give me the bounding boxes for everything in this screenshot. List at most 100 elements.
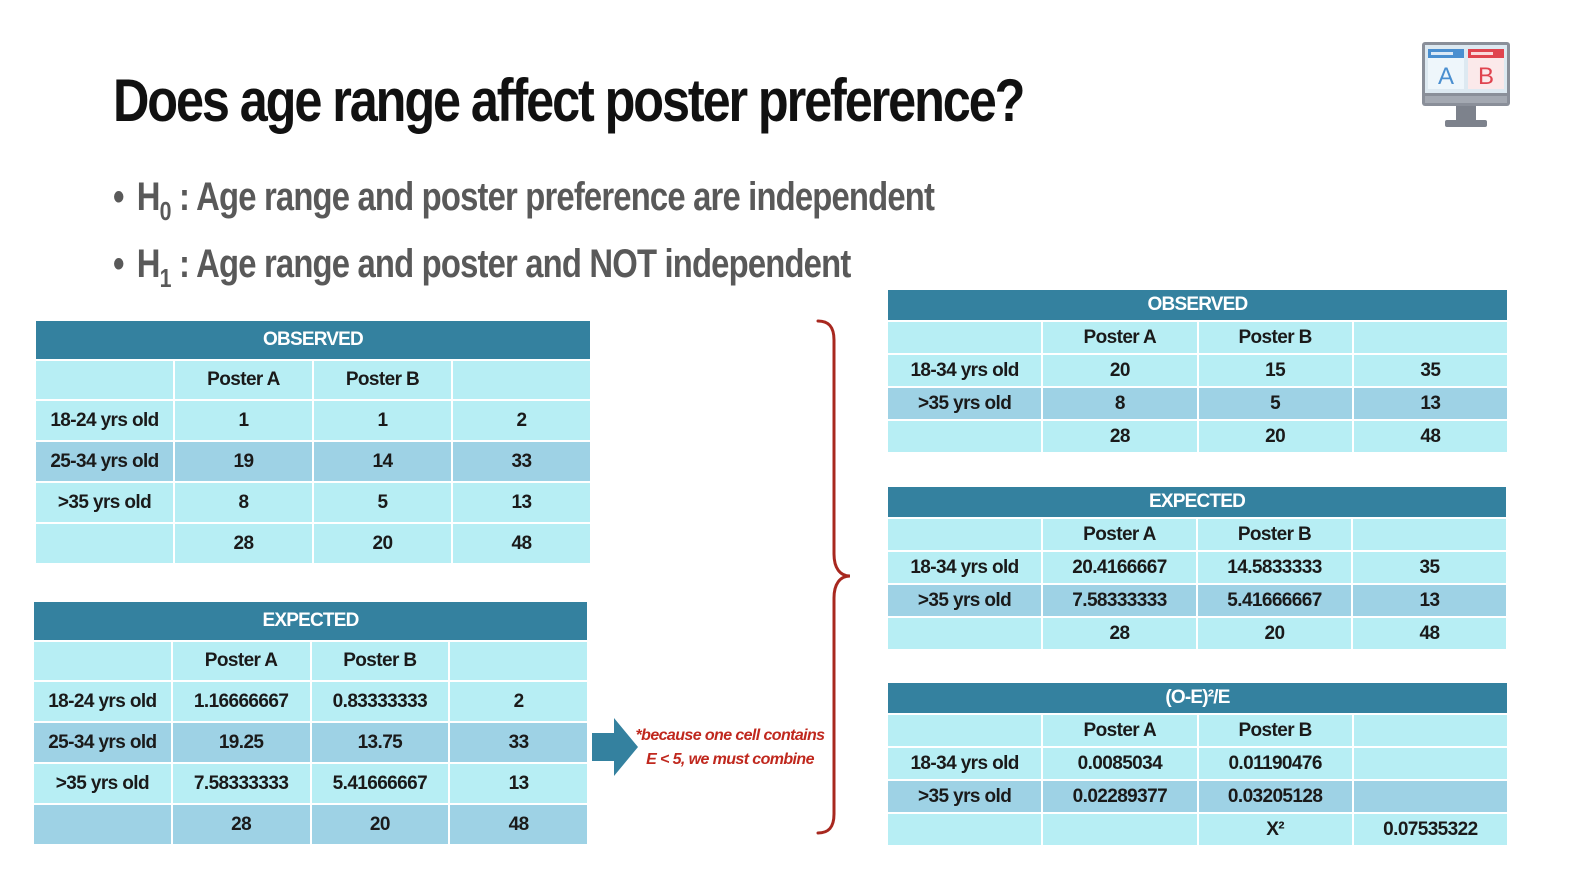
table-cell xyxy=(1351,517,1508,552)
table-cell xyxy=(1041,812,1199,847)
table-cell xyxy=(451,359,592,401)
bullet-dot: • xyxy=(113,175,124,219)
right-observed-table: OBSERVED Poster A Poster B 18-34 yrs old… xyxy=(885,288,1510,454)
table-header: Poster B xyxy=(309,640,451,682)
chi-square-label: X² xyxy=(1196,812,1354,847)
table-row: 28 20 48 xyxy=(886,616,1508,651)
combine-note: *because one cell contains E < 5, we mus… xyxy=(635,727,826,768)
page-title: Does age range affect poster preference? xyxy=(113,67,1025,134)
table-header: Poster A xyxy=(1041,320,1199,355)
table-header: Poster A xyxy=(1041,713,1199,748)
table-row: X² 0.07535322 xyxy=(885,812,1510,847)
table-title: EXPECTED xyxy=(886,485,1508,519)
table-cell: 7.58333333 xyxy=(1041,583,1198,618)
table-row: 28 20 48 xyxy=(34,522,592,565)
table-cell: >35 yrs old xyxy=(32,762,173,805)
table-cell: 5 xyxy=(1196,386,1354,421)
logo-label-b: B xyxy=(1478,63,1494,90)
table-cell: 1.16666667 xyxy=(170,680,312,723)
table-cell: 7.58333333 xyxy=(170,762,312,805)
table-title: OBSERVED xyxy=(886,288,1509,322)
table-row: 25-34 yrs old 19.25 13.75 33 xyxy=(32,721,589,764)
table-cell: 18-34 yrs old xyxy=(885,353,1044,388)
hypothesis-h1: • H1 : Age range and poster and NOT indep… xyxy=(113,242,851,293)
table-cell: 0.02289377 xyxy=(1041,779,1199,814)
hypothesis-h0: • H0 : Age range and poster preference ar… xyxy=(113,175,935,226)
table-row: 28 20 48 xyxy=(885,419,1510,454)
table-header: Poster A xyxy=(173,359,314,401)
table-row: >35 yrs old 7.58333333 5.41666667 13 xyxy=(32,762,589,805)
table-cell: 14 xyxy=(312,440,453,483)
table-cell xyxy=(885,419,1044,454)
table-title: (O-E)²/E xyxy=(886,681,1509,715)
table-cell: >35 yrs old xyxy=(885,779,1044,814)
table-cell: 48 xyxy=(448,803,589,846)
table-cell xyxy=(1351,746,1510,781)
table-cell: 33 xyxy=(448,721,589,764)
table-cell: 28 xyxy=(1041,616,1198,651)
table-title: EXPECTED xyxy=(32,600,589,642)
left-expected-table: EXPECTED Poster A Poster B 18-24 yrs old… xyxy=(32,600,589,846)
table-cell xyxy=(34,359,175,401)
arrow-right-icon xyxy=(592,718,638,776)
table-cell: 5 xyxy=(312,481,453,524)
table-row: 18-34 yrs old 0.0085034 0.01190476 xyxy=(885,746,1510,781)
table-cell: 28 xyxy=(170,803,312,846)
table-cell xyxy=(885,713,1044,748)
table-cell xyxy=(1351,320,1510,355)
table-cell: 15 xyxy=(1196,353,1354,388)
table-cell: 1 xyxy=(312,399,453,442)
table-cell xyxy=(32,803,173,846)
table-row: >35 yrs old 8 5 13 xyxy=(885,386,1510,421)
curly-brace-icon xyxy=(816,319,851,835)
table-cell: 35 xyxy=(1351,353,1510,388)
table-cell: 8 xyxy=(173,481,314,524)
table-cell: 8 xyxy=(1041,386,1199,421)
table-cell xyxy=(885,320,1044,355)
ab-test-monitor-icon: A B xyxy=(1422,42,1510,127)
table-cell: 48 xyxy=(451,522,592,565)
table-row: >35 yrs old 8 5 13 xyxy=(34,481,592,524)
table-header: Poster B xyxy=(312,359,453,401)
table-cell: 13.75 xyxy=(309,721,451,764)
table-cell xyxy=(32,640,173,682)
table-cell xyxy=(886,517,1043,552)
table-cell: 19 xyxy=(173,440,314,483)
table-row: 18-24 yrs old 1.16666667 0.83333333 2 xyxy=(32,680,589,723)
table-row: 18-34 yrs old 20.4166667 14.5833333 35 xyxy=(886,550,1508,585)
table-header: Poster A xyxy=(1041,517,1198,552)
table-header: Poster B xyxy=(1196,320,1354,355)
table-cell: 13 xyxy=(1351,583,1508,618)
right-chi-square-table: (O-E)²/E Poster A Poster B 18-34 yrs old… xyxy=(885,681,1510,847)
bullet-dot: • xyxy=(113,242,124,286)
table-cell: >35 yrs old xyxy=(885,386,1044,421)
table-cell: 20 xyxy=(1196,419,1354,454)
table-cell: 0.83333333 xyxy=(309,680,451,723)
table-cell xyxy=(886,616,1043,651)
table-cell: >35 yrs old xyxy=(34,481,175,524)
table-cell: 20 xyxy=(312,522,453,565)
table-cell xyxy=(885,812,1044,847)
table-cell: 1 xyxy=(173,399,314,442)
table-row: >35 yrs old 0.02289377 0.03205128 xyxy=(885,779,1510,814)
table-cell: 25-34 yrs old xyxy=(34,440,175,483)
table-cell: 2 xyxy=(448,680,589,723)
table-cell: 0.01190476 xyxy=(1196,746,1354,781)
table-row: 18-34 yrs old 20 15 35 xyxy=(885,353,1510,388)
table-title: OBSERVED xyxy=(34,319,592,361)
table-cell: 0.0085034 xyxy=(1041,746,1199,781)
table-cell xyxy=(1351,779,1510,814)
logo-label-a: A xyxy=(1438,63,1454,90)
table-row: 18-24 yrs old 1 1 2 xyxy=(34,399,592,442)
table-cell: 5.41666667 xyxy=(1196,583,1353,618)
table-cell: 20 xyxy=(309,803,451,846)
table-cell: 18-34 yrs old xyxy=(886,550,1043,585)
table-cell: 19.25 xyxy=(170,721,312,764)
table-header: Poster B xyxy=(1196,713,1354,748)
right-expected-table: EXPECTED Poster A Poster B 18-34 yrs old… xyxy=(886,485,1508,651)
table-cell: 28 xyxy=(1041,419,1199,454)
table-cell: 18-24 yrs old xyxy=(34,399,175,442)
table-cell: 35 xyxy=(1351,550,1508,585)
table-cell: 13 xyxy=(1351,386,1510,421)
table-cell xyxy=(448,640,589,682)
